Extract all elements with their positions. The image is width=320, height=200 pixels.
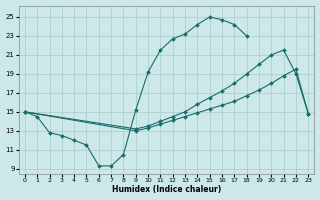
X-axis label: Humidex (Indice chaleur): Humidex (Indice chaleur)	[112, 185, 221, 194]
